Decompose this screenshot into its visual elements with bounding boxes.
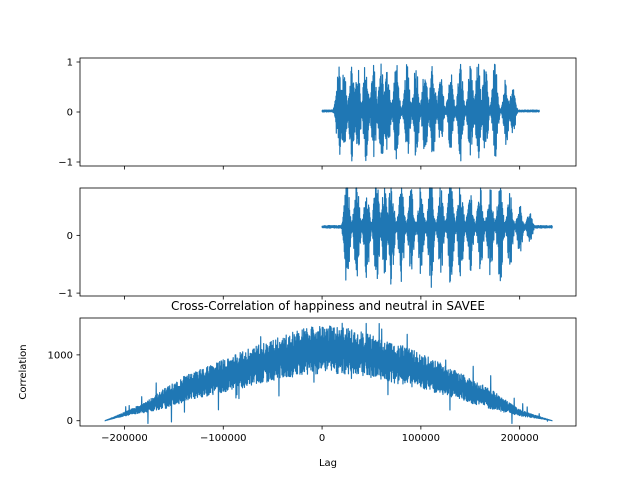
x-tick-label: 0 <box>319 433 325 444</box>
x-axis-ticks <box>124 296 521 300</box>
series-neutral-waveform <box>321 187 553 288</box>
plot-frame <box>79 317 577 427</box>
subplot-bottom-cross-correlation: −200000 −100000 0 100000 200000 0 1000 Cross-… <box>18 299 577 469</box>
y-tick-label: 1 <box>67 58 73 69</box>
y-axis-label: Correlation <box>18 344 29 399</box>
x-axis-ticks: −200000 −100000 0 100000 200000 <box>101 426 539 444</box>
x-tick-label: 100000 <box>402 433 440 444</box>
series-cross-correlation <box>104 322 553 424</box>
y-axis-ticks: −1 0 1 <box>58 58 80 169</box>
plot-frame <box>79 187 577 297</box>
y-tick-label: 0 <box>67 231 73 242</box>
x-tick-label: 200000 <box>501 433 539 444</box>
x-tick-label: −200000 <box>101 433 148 444</box>
y-axis-ticks: 0 1000 <box>48 350 80 427</box>
series-happiness-waveform <box>321 63 540 162</box>
y-tick-label: 0 <box>67 416 73 427</box>
x-axis-ticks <box>124 166 521 170</box>
series-line <box>321 63 540 162</box>
y-tick-label: −1 <box>58 289 73 300</box>
series-line <box>321 187 553 288</box>
x-axis-label: Lag <box>319 458 337 469</box>
y-tick-label: 0 <box>67 108 73 119</box>
chart-title: Cross-Correlation of happiness and neutr… <box>171 299 485 313</box>
x-tick-label: −100000 <box>200 433 247 444</box>
y-axis-ticks: −1 0 <box>58 231 80 300</box>
subplot-middle-neutral-waveform: −1 0 <box>58 187 577 300</box>
series-line <box>104 322 553 424</box>
subplot-top-happiness-waveform: −1 0 1 <box>58 58 577 170</box>
y-tick-label: 1000 <box>48 350 73 361</box>
y-tick-label: −1 <box>58 158 73 169</box>
